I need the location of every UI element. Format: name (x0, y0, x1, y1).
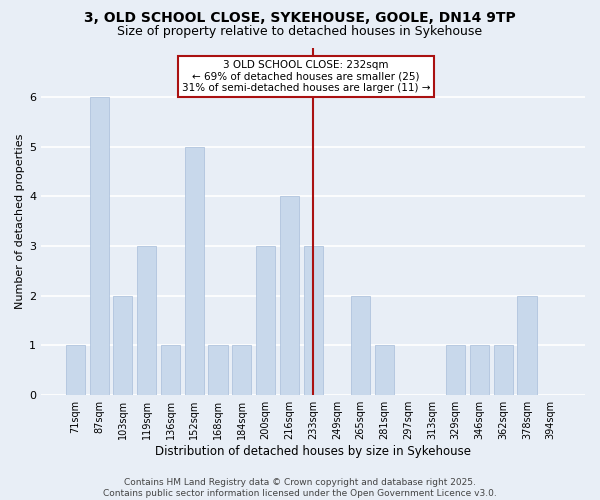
Bar (304, 246, 323, 394)
Text: 3, OLD SCHOOL CLOSE, SYKEHOUSE, GOOLE, DN14 9TP: 3, OLD SCHOOL CLOSE, SYKEHOUSE, GOOLE, D… (84, 11, 516, 25)
Bar (137, 246, 156, 394)
Bar (185, 146, 204, 394)
Bar (208, 345, 227, 395)
Bar (375, 345, 394, 395)
Bar (161, 345, 180, 395)
Bar (470, 345, 489, 395)
Text: Contains HM Land Registry data © Crown copyright and database right 2025.
Contai: Contains HM Land Registry data © Crown c… (103, 478, 497, 498)
Bar (256, 246, 275, 394)
Bar (517, 296, 536, 394)
Bar (66, 345, 85, 395)
Bar (280, 196, 299, 394)
Bar (351, 296, 370, 394)
Text: Size of property relative to detached houses in Sykehouse: Size of property relative to detached ho… (118, 25, 482, 38)
Bar (446, 345, 465, 395)
Bar (89, 97, 109, 394)
Bar (494, 345, 513, 395)
Text: 3 OLD SCHOOL CLOSE: 232sqm
← 69% of detached houses are smaller (25)
31% of semi: 3 OLD SCHOOL CLOSE: 232sqm ← 69% of deta… (182, 60, 430, 93)
Bar (232, 345, 251, 395)
Bar (113, 296, 133, 394)
X-axis label: Distribution of detached houses by size in Sykehouse: Distribution of detached houses by size … (155, 444, 471, 458)
Y-axis label: Number of detached properties: Number of detached properties (15, 134, 25, 309)
